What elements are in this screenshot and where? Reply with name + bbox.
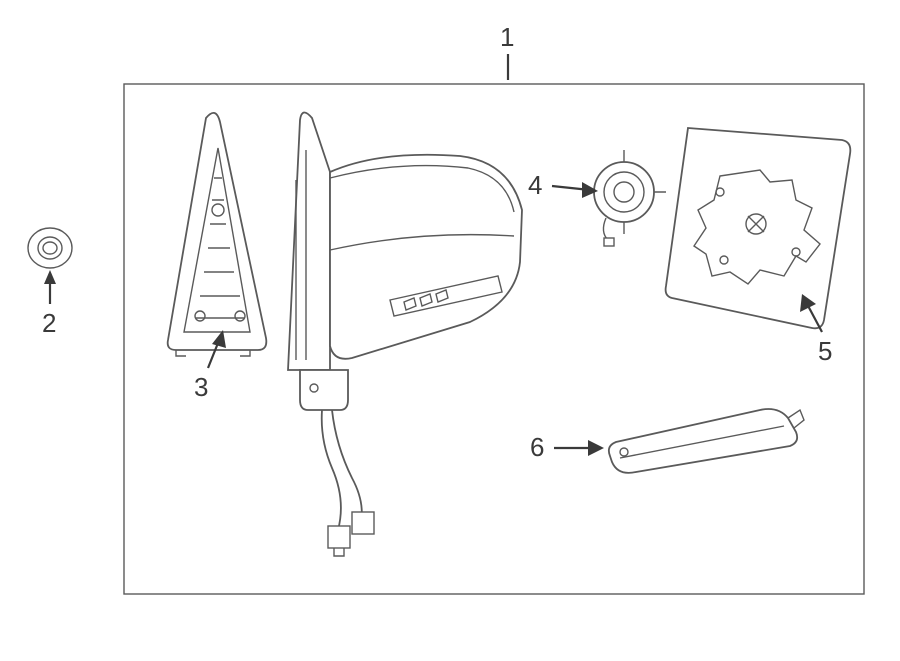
callout-label-4: 4 [528,170,542,200]
part-sail-cover [168,113,267,356]
part-mirror-housing [288,112,522,556]
callout-6: 6 [530,432,604,462]
callout-label-2: 2 [42,308,56,338]
callout-label-3: 3 [194,372,208,402]
callout-label-6: 6 [530,432,544,462]
part-mirror-glass [666,128,851,328]
callout-2: 2 [42,270,56,338]
callout-label-5: 5 [818,336,832,366]
parts-diagram: 1 2 3 4 5 6 [0,0,900,661]
callout-1: 1 [500,22,514,80]
callout-4: 4 [528,170,598,200]
part-mirror-motor [582,150,666,246]
part-grommet [28,228,72,268]
part-turn-signal-lamp [609,409,804,473]
callout-label-1: 1 [500,22,514,52]
